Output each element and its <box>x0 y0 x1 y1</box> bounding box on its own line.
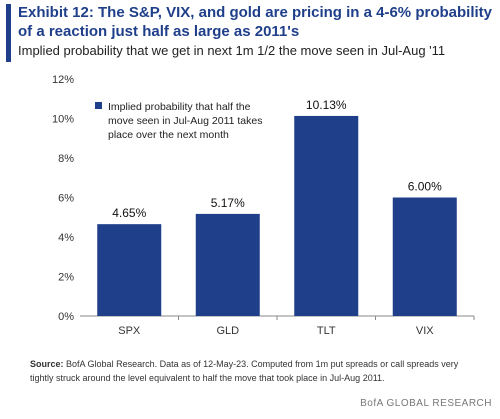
title-accent-bar <box>6 4 11 62</box>
chart-title: Exhibit 12: The S&P, VIX, and gold are p… <box>18 4 492 40</box>
bar-vix <box>392 197 457 316</box>
legend-label: Implied probability that half the move se… <box>108 101 262 141</box>
y-tick-label: 0% <box>58 311 74 323</box>
legend-swatch <box>95 102 102 109</box>
legend-label-line: move seen in Jul-Aug 2011 takes <box>108 115 262 127</box>
x-tick-label: SPX <box>118 325 141 337</box>
bar-gld <box>195 213 260 316</box>
data-label-spx: 4.65% <box>112 206 146 220</box>
research-credit: BofA GLOBAL RESEARCH <box>360 398 492 409</box>
source-label: Source: <box>30 359 64 369</box>
y-tick-label: 8% <box>58 153 74 165</box>
chart-subtitle: Implied probability that we get in next … <box>18 43 446 58</box>
data-label-gld: 5.17% <box>211 196 245 210</box>
y-tick-label: 12% <box>52 74 74 86</box>
data-label-tlt: 10.13% <box>306 98 347 112</box>
x-tick-label: TLT <box>317 325 336 337</box>
x-tick-label: VIX <box>416 325 434 337</box>
y-tick-label: 4% <box>58 232 74 244</box>
bar-spx <box>97 224 162 316</box>
x-tick-label: GLD <box>216 325 239 337</box>
legend-label-line: place over the next month <box>108 129 229 141</box>
y-tick-label: 2% <box>58 272 74 284</box>
data-label-vix: 6.00% <box>408 180 442 194</box>
source-note: Source: BofA Global Research. Data as of… <box>30 357 480 385</box>
bar-tlt <box>294 115 359 317</box>
legend-label-line: Implied probability that half the <box>108 101 251 113</box>
source-text: BofA Global Research. Data as of 12-May-… <box>30 359 459 383</box>
y-tick-label: 10% <box>52 114 74 126</box>
y-tick-label: 6% <box>58 193 74 205</box>
